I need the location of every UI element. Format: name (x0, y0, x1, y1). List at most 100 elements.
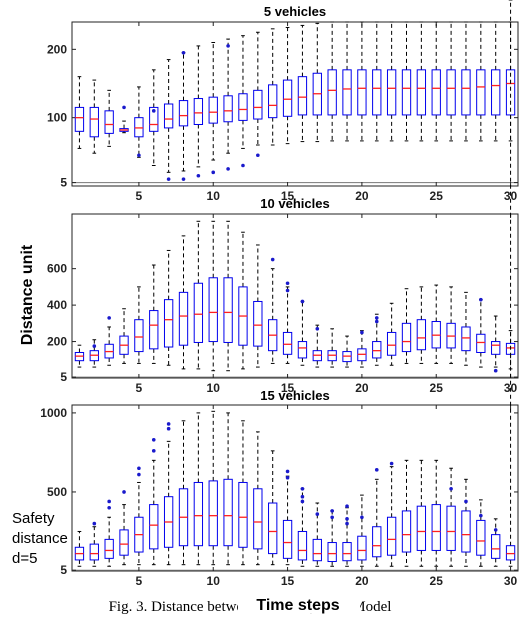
iqr-box (208, 480, 218, 547)
y-tick-label: 5 (60, 370, 67, 384)
box-step-6 (149, 264, 159, 364)
outlier-point (479, 513, 483, 518)
box-step-25 (431, 284, 441, 364)
box-step-5 (134, 286, 144, 364)
iqr-box (342, 542, 352, 562)
box-step-15 (282, 286, 293, 364)
outlier-point (315, 512, 320, 516)
outlier-point (256, 153, 260, 158)
iqr-box (401, 322, 412, 353)
box-step-12 (238, 231, 248, 370)
x-tick-label: 25 (430, 189, 444, 203)
iqr-box (149, 106, 159, 132)
outlier-point (107, 316, 111, 320)
safety-annotation-line-3: d=5 (12, 550, 37, 567)
outlier-point (137, 466, 141, 471)
iqr-box (119, 529, 129, 556)
box-step-24 (416, 286, 427, 364)
outlier-point (360, 330, 364, 335)
panel-3: 15 vehicles 5 500 1000 5 10 15 20 25 30 (40, 0, 519, 588)
iqr-box (372, 69, 382, 116)
iqr-box (386, 331, 397, 356)
iqr-box (253, 89, 263, 120)
iqr-box (208, 277, 218, 343)
iqr-box (461, 326, 471, 352)
iqr-box (312, 538, 322, 562)
outlier-point (107, 499, 111, 504)
box-step-26 (446, 286, 456, 364)
x-tick-label: 20 (355, 381, 369, 395)
x-tick-label: 10 (207, 189, 221, 203)
box-step-12 (238, 35, 248, 149)
box-step-11 (223, 220, 233, 372)
outlier-point (464, 499, 468, 504)
box-step-19 (342, 335, 352, 368)
outlier-point (374, 319, 379, 324)
box-step-4 (119, 504, 129, 566)
box-step-29 (491, 21, 501, 142)
box-step-14 (268, 450, 278, 566)
iqr-box (208, 96, 218, 124)
iqr-box (238, 93, 248, 121)
iqr-box (178, 100, 189, 127)
outlier-point (493, 528, 498, 532)
box-step-12 (238, 420, 248, 566)
y-tick-label: 400 (47, 298, 67, 312)
box-step-4 (119, 120, 129, 134)
x-axis-label: Time steps (256, 597, 339, 614)
x-tick-label: 15 (281, 189, 295, 203)
iqr-box (401, 69, 412, 116)
box-step-9 (193, 45, 204, 168)
box-step-7 (163, 249, 174, 366)
axes-frame (71, 21, 519, 187)
box-step-14 (268, 28, 278, 146)
outlier-point (285, 288, 290, 293)
safety-annotation-line-1: Safety (12, 510, 55, 527)
iqr-box (476, 69, 486, 116)
box-step-27 (461, 478, 471, 567)
box-step-18 (327, 510, 337, 567)
iqr-box (282, 79, 293, 117)
x-tick-label: 25 (430, 381, 444, 395)
box-step-4 (119, 308, 129, 364)
box-step-13 (253, 31, 263, 146)
iqr-box (372, 526, 382, 558)
box-step-21 (372, 478, 382, 567)
outlier-point (92, 521, 97, 526)
box-step-1 (74, 76, 85, 149)
x-tick-label: 20 (355, 189, 369, 203)
x-tick-label: 30 (504, 189, 518, 203)
iqr-box (134, 319, 144, 353)
box-step-9 (193, 220, 204, 370)
iqr-box (163, 299, 174, 348)
outlier-point (137, 153, 141, 158)
iqr-box (178, 291, 189, 346)
outlier-point (330, 515, 334, 520)
box-step-27 (461, 21, 471, 142)
outlier-point (226, 44, 230, 48)
iqr-box (238, 481, 248, 548)
box-step-7 (163, 440, 174, 566)
iqr-box (461, 510, 471, 553)
box-step-26 (446, 467, 456, 567)
y-tick-label: 600 (47, 262, 67, 276)
outlier-point (300, 486, 305, 491)
outlier-point (374, 316, 379, 320)
y-tick-label: 200 (47, 42, 67, 56)
outlier-point (300, 499, 305, 504)
outlier-point (300, 494, 305, 499)
y-tick-label: 500 (47, 485, 67, 499)
y-tick-label: 100 (47, 111, 67, 125)
panel-title: 5 vehicles (264, 4, 326, 19)
outlier-point (137, 472, 141, 477)
iqr-box (372, 341, 382, 359)
iqr-box (282, 331, 293, 355)
iqr-box (104, 538, 114, 559)
box-step-6 (149, 69, 159, 166)
outlier-point (449, 486, 453, 491)
box-step-11 (223, 412, 233, 566)
outlier-point (374, 468, 379, 472)
box-step-20 (357, 330, 367, 368)
iqr-box (268, 84, 278, 119)
iqr-box (386, 516, 397, 556)
